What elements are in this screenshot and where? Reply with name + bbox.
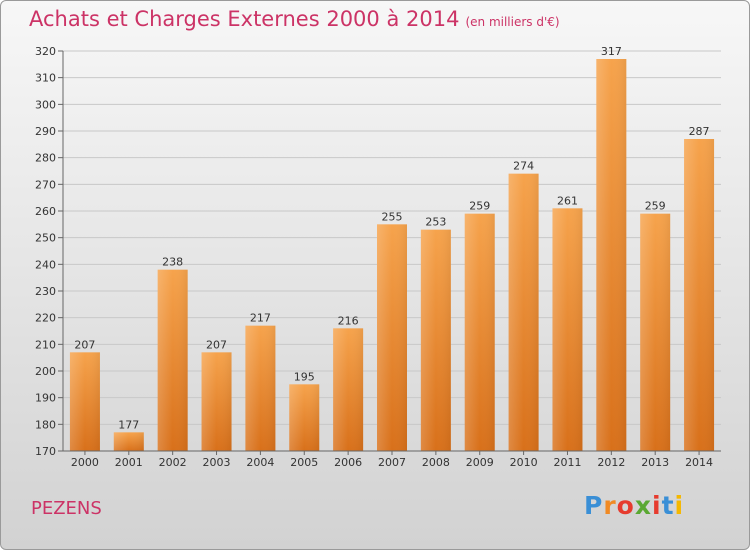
x-tick-label: 2000 xyxy=(71,456,99,469)
bar-value-label: 317 xyxy=(601,45,622,58)
x-tick-label: 2009 xyxy=(466,456,494,469)
y-tick-label: 310 xyxy=(35,72,56,85)
x-tick-label: 2011 xyxy=(553,456,581,469)
bar-highlight xyxy=(464,213,495,451)
x-tick-label: 2001 xyxy=(115,456,143,469)
x-tick-label: 2008 xyxy=(422,456,450,469)
x-tick-label: 2004 xyxy=(246,456,274,469)
y-tick-label: 290 xyxy=(35,125,56,138)
bar-highlight xyxy=(508,173,539,451)
bar-highlight xyxy=(289,384,320,451)
x-tick-label: 2014 xyxy=(685,456,713,469)
bar-value-label: 259 xyxy=(645,200,666,213)
bar-value-label: 177 xyxy=(118,418,139,431)
y-tick-label: 280 xyxy=(35,152,56,165)
y-tick-label: 300 xyxy=(35,98,56,111)
logo-letter: P xyxy=(584,491,604,520)
y-tick-label: 240 xyxy=(35,258,56,271)
chart-title: Achats et Charges Externes 2000 à 2014 (e… xyxy=(29,7,560,31)
x-tick-label: 2007 xyxy=(378,456,406,469)
bar-value-label: 253 xyxy=(425,216,446,229)
proxiti-logo: Proxiti xyxy=(584,491,684,520)
bar-value-label: 207 xyxy=(74,338,95,351)
logo-letter: r xyxy=(603,491,617,520)
bar-highlight xyxy=(552,208,583,451)
x-tick-label: 2013 xyxy=(641,456,669,469)
y-tick-label: 270 xyxy=(35,178,56,191)
bar-value-label: 259 xyxy=(469,200,490,213)
bar-value-label: 255 xyxy=(382,210,403,223)
bar-value-label: 261 xyxy=(557,194,578,207)
bar-highlight xyxy=(420,229,451,451)
bar-highlight xyxy=(333,328,364,451)
x-tick-label: 2005 xyxy=(290,456,318,469)
bar-highlight xyxy=(640,213,671,451)
logo-letter: t xyxy=(661,491,675,520)
logo-letter: x xyxy=(634,491,652,520)
y-tick-label: 210 xyxy=(35,338,56,351)
bar-highlight xyxy=(596,59,627,451)
logo-letter: i xyxy=(652,491,662,520)
y-tick-label: 230 xyxy=(35,285,56,298)
bar-highlight xyxy=(377,224,407,451)
bar-value-label: 195 xyxy=(294,370,315,383)
bar-value-label: 217 xyxy=(250,312,271,325)
x-tick-label: 2010 xyxy=(510,456,538,469)
bar-value-label: 274 xyxy=(513,160,534,173)
logo-letter: i xyxy=(674,491,685,520)
bar-highlight xyxy=(69,352,100,451)
y-tick-label: 220 xyxy=(35,312,56,325)
y-tick-label: 170 xyxy=(35,445,56,458)
bar-highlight xyxy=(201,352,232,451)
bar-highlight xyxy=(245,325,276,451)
chart-title-text: Achats et Charges Externes 2000 à 2014 xyxy=(29,7,460,31)
bar-value-label: 287 xyxy=(689,125,710,138)
x-tick-label: 2012 xyxy=(597,456,625,469)
bar-highlight xyxy=(113,432,144,451)
bar-highlight xyxy=(157,269,188,451)
y-tick-label: 320 xyxy=(35,45,56,58)
bar-value-label: 238 xyxy=(162,256,183,269)
y-tick-label: 200 xyxy=(35,365,56,378)
x-tick-label: 2003 xyxy=(203,456,231,469)
x-tick-label: 2002 xyxy=(159,456,187,469)
y-tick-label: 260 xyxy=(35,205,56,218)
town-name: PEZENS xyxy=(31,498,102,519)
logo-letter: o xyxy=(616,491,635,520)
bar-value-label: 216 xyxy=(338,314,359,327)
bar-value-label: 207 xyxy=(206,338,227,351)
y-tick-label: 190 xyxy=(35,392,56,405)
y-tick-label: 180 xyxy=(35,418,56,431)
bar-highlight xyxy=(684,139,715,451)
x-tick-label: 2006 xyxy=(334,456,362,469)
chart-unit: (en milliers d'€) xyxy=(465,15,560,29)
y-tick-label: 250 xyxy=(35,232,56,245)
